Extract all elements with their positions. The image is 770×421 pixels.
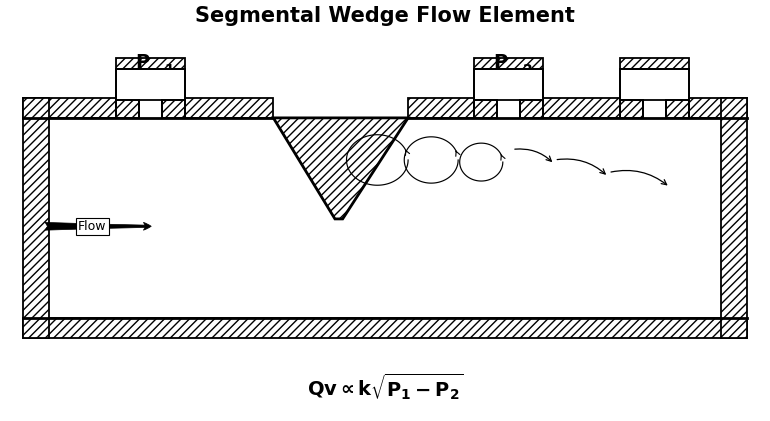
Bar: [474, 59, 543, 69]
Bar: [620, 59, 689, 69]
Bar: [23, 318, 747, 338]
Bar: [520, 99, 543, 118]
Bar: [643, 98, 666, 118]
Bar: [116, 99, 139, 118]
Text: P: P: [494, 53, 507, 72]
Bar: [497, 98, 520, 118]
Text: 2: 2: [523, 63, 532, 77]
Bar: [139, 98, 162, 118]
Bar: [620, 69, 689, 100]
Text: 1: 1: [165, 63, 174, 77]
Bar: [116, 59, 185, 69]
Polygon shape: [273, 118, 408, 219]
Bar: [474, 99, 497, 118]
Bar: [162, 99, 185, 118]
Text: Flow: Flow: [78, 220, 107, 233]
Bar: [408, 98, 747, 118]
Bar: [620, 99, 643, 118]
Text: $\mathbf{Qv \propto k\sqrt{P_1 - P_2}}$: $\mathbf{Qv \propto k\sqrt{P_1 - P_2}}$: [306, 371, 464, 402]
Bar: [116, 69, 185, 100]
Bar: [23, 98, 273, 118]
Text: P: P: [136, 53, 149, 72]
Bar: [666, 99, 689, 118]
Bar: [474, 69, 543, 100]
Bar: [23, 98, 49, 338]
Bar: [721, 98, 747, 338]
Text: Segmental Wedge Flow Element: Segmental Wedge Flow Element: [195, 6, 575, 27]
